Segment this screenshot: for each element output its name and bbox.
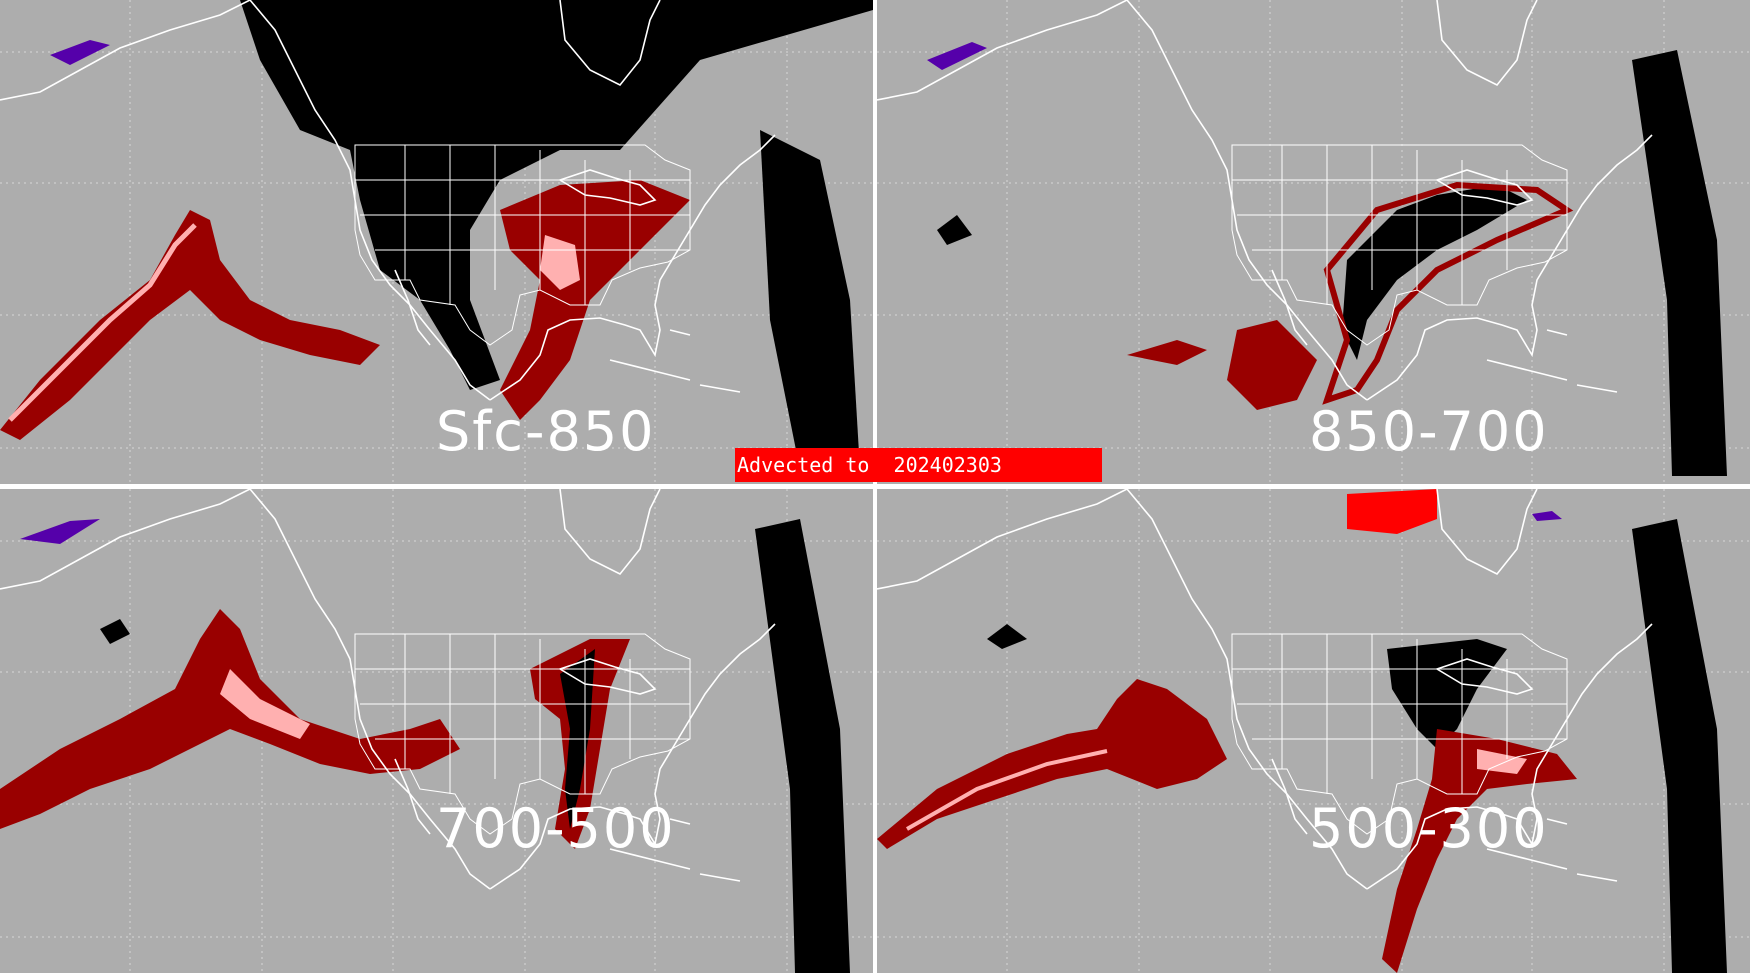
map-panel-850-700: 850-700 bbox=[877, 0, 1750, 484]
purple-patch bbox=[1532, 511, 1562, 521]
wind-field-gulf bbox=[1382, 729, 1577, 973]
map-500-300 bbox=[877, 489, 1750, 973]
purple-patch bbox=[20, 519, 100, 544]
wind-field-mexico bbox=[1227, 320, 1317, 410]
masked-land-region bbox=[240, 0, 873, 390]
red-patch-canada bbox=[1347, 489, 1437, 534]
wind-field-central bbox=[1322, 181, 1574, 405]
wind-core-gulf bbox=[1477, 749, 1527, 774]
wind-field-central bbox=[500, 180, 690, 420]
masked-ocean-strip bbox=[1632, 519, 1727, 973]
masked-ocean-strip bbox=[1632, 50, 1727, 476]
wind-field-pacific bbox=[0, 210, 380, 440]
wind-core-pacific bbox=[906, 749, 1108, 831]
panel-label: 850-700 bbox=[1309, 400, 1549, 463]
masked-region-central bbox=[1342, 185, 1527, 360]
masked-swirl bbox=[987, 624, 1027, 649]
masked-swirl bbox=[100, 619, 130, 644]
panel-label: 500-300 bbox=[1309, 797, 1549, 860]
masked-swirl bbox=[937, 215, 972, 245]
map-850-700 bbox=[877, 0, 1750, 484]
purple-patch bbox=[50, 40, 110, 65]
map-panel-500-300: 500-300 bbox=[877, 489, 1750, 973]
masked-ocean-strip bbox=[755, 519, 850, 973]
map-700-500 bbox=[0, 489, 873, 973]
map-panel-700-500: 700-500 bbox=[0, 489, 873, 973]
wind-field-pacific bbox=[0, 609, 460, 829]
map-sfc-850 bbox=[0, 0, 873, 484]
advected-banner: Advected to 202402303 bbox=[735, 448, 1102, 482]
masked-ocean-strip bbox=[760, 130, 860, 470]
wind-core-pacific bbox=[8, 223, 197, 422]
wind-field-pacific bbox=[1127, 340, 1207, 365]
purple-patch bbox=[927, 42, 987, 70]
wind-core-pacific bbox=[220, 669, 310, 739]
wind-core-central bbox=[540, 235, 580, 290]
panel-label: 700-500 bbox=[436, 797, 676, 860]
panel-label: Sfc-850 bbox=[436, 400, 656, 463]
banner-text: Advected to 202402303 bbox=[737, 453, 1002, 477]
map-panel-sfc-850: Sfc-850 bbox=[0, 0, 873, 484]
